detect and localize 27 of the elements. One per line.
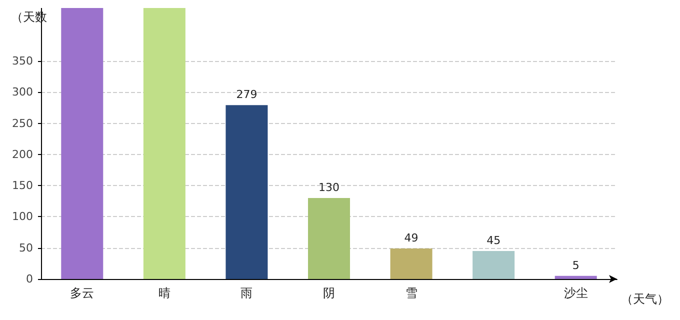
bar [143,8,186,279]
x-tick-label: 雨 [240,286,253,300]
x-tick-label: 阴 [323,286,335,300]
y-tick-label: 0 [26,272,33,286]
data-label: 49 [404,231,418,244]
bar [390,248,432,279]
x-tick-label: 雪 [405,286,418,300]
data-label: 5 [572,258,580,272]
y-tick-label: 300 [12,86,33,99]
bar [226,105,268,279]
bar [308,198,350,279]
y-tick-label: 50 [19,241,33,254]
x-tick-label: 沙尘 [564,286,588,300]
y-tick-label: 350 [12,54,33,68]
data-label: 45 [486,234,501,247]
x-tick-label: 多云 [70,286,94,300]
x-axis-title: （天气） [621,292,669,306]
data-label: 130 [318,181,340,194]
y-tick-label: 250 [12,116,33,130]
data-label: 279 [236,88,258,102]
bar [61,8,104,279]
x-tick-label: 晴 [158,286,170,300]
y-tick-label: 150 [12,179,33,192]
bar [554,276,597,279]
bar [472,250,515,279]
y-tick-label: 100 [12,210,33,224]
y-tick-label: 200 [12,148,33,161]
